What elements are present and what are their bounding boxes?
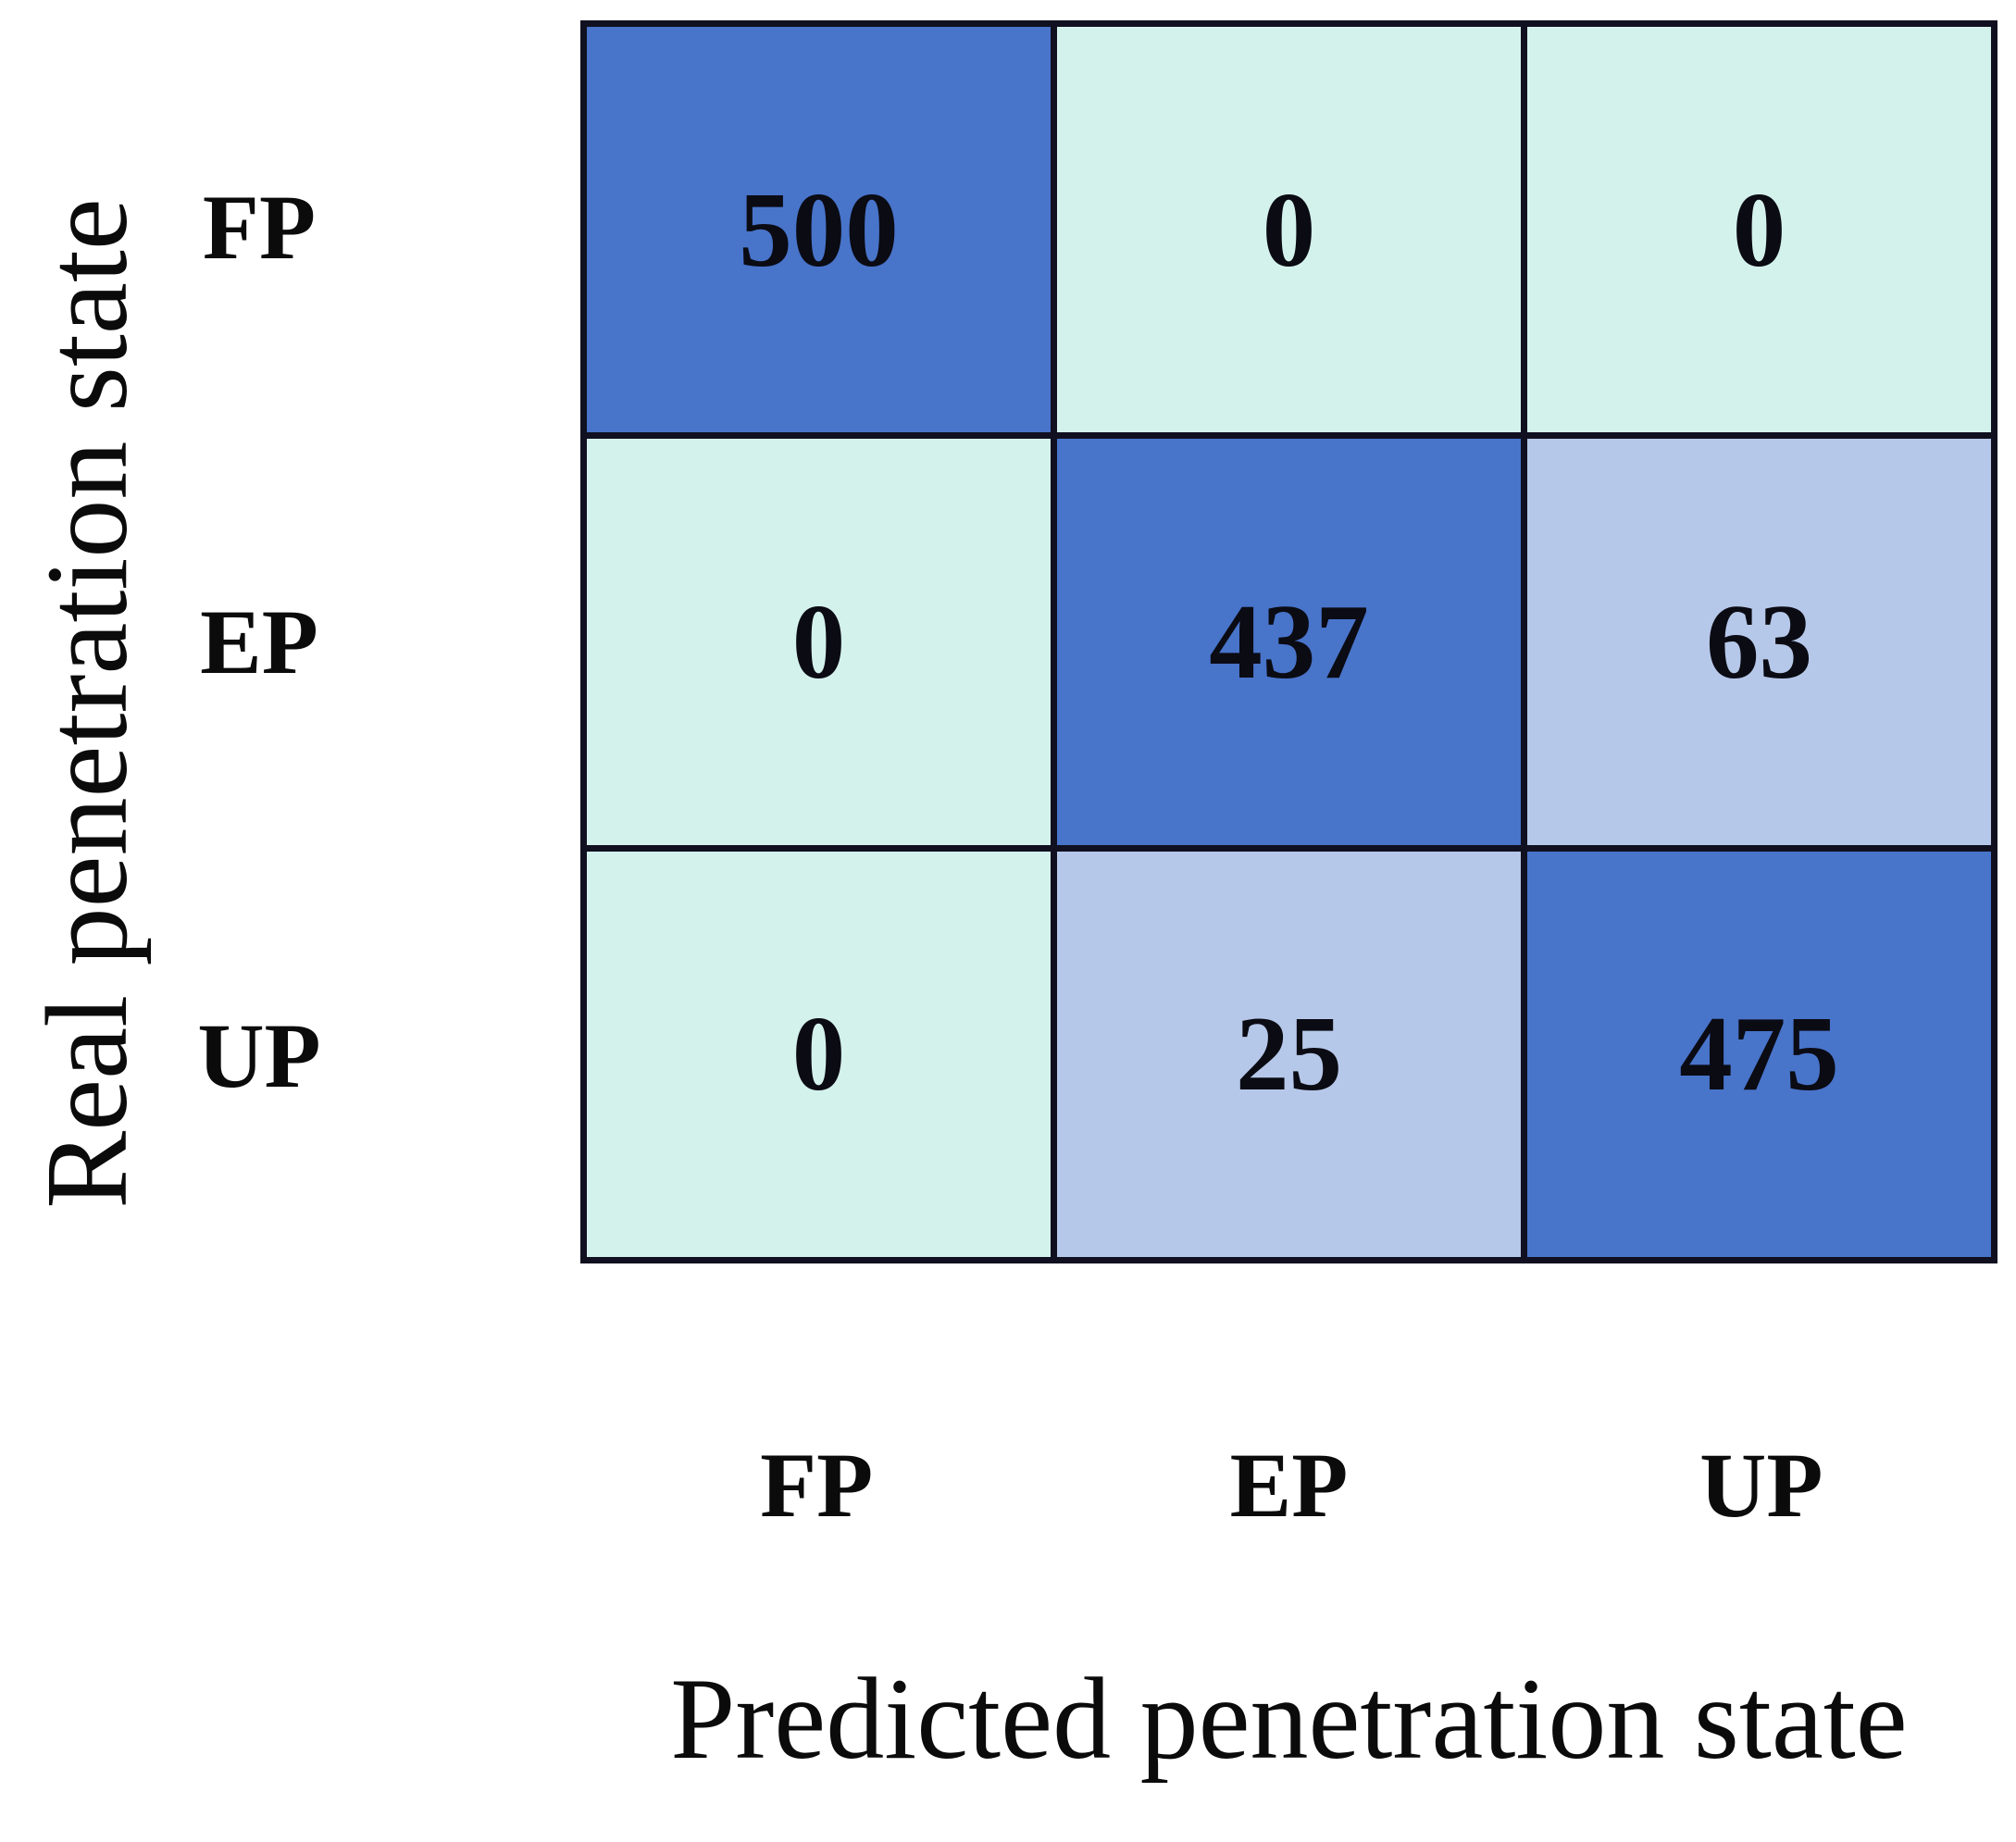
x-axis-title: Predicted penetration state <box>670 1655 1908 1784</box>
x-axis-tick-labels: FP EP UP <box>580 1398 1997 1574</box>
confusion-matrix-grid: 500 0 0 0 437 63 0 25 475 <box>580 20 1997 1263</box>
matrix-cell-up-up: 475 <box>1527 851 1991 1257</box>
matrix-cell-fp-ep: 0 <box>1057 27 1521 433</box>
matrix-cell-up-fp: 0 <box>587 851 1051 1257</box>
col-label-ep: EP <box>1229 1434 1349 1537</box>
matrix-cell-up-ep: 25 <box>1057 851 1521 1257</box>
matrix-cell-ep-ep: 437 <box>1057 439 1521 845</box>
row-label-ep: EP <box>200 590 318 693</box>
matrix-cell-fp-fp: 500 <box>587 27 1051 433</box>
y-axis-tick-labels: FP EP UP <box>120 20 398 1263</box>
col-label-up: UP <box>1699 1434 1823 1537</box>
matrix-cell-fp-up: 0 <box>1527 27 1991 433</box>
matrix-cell-ep-up: 63 <box>1527 439 1991 845</box>
row-label-fp: FP <box>202 175 317 279</box>
matrix-cell-ep-fp: 0 <box>587 439 1051 845</box>
row-label-up: UP <box>197 1004 321 1108</box>
col-label-fp: FP <box>760 1434 874 1537</box>
